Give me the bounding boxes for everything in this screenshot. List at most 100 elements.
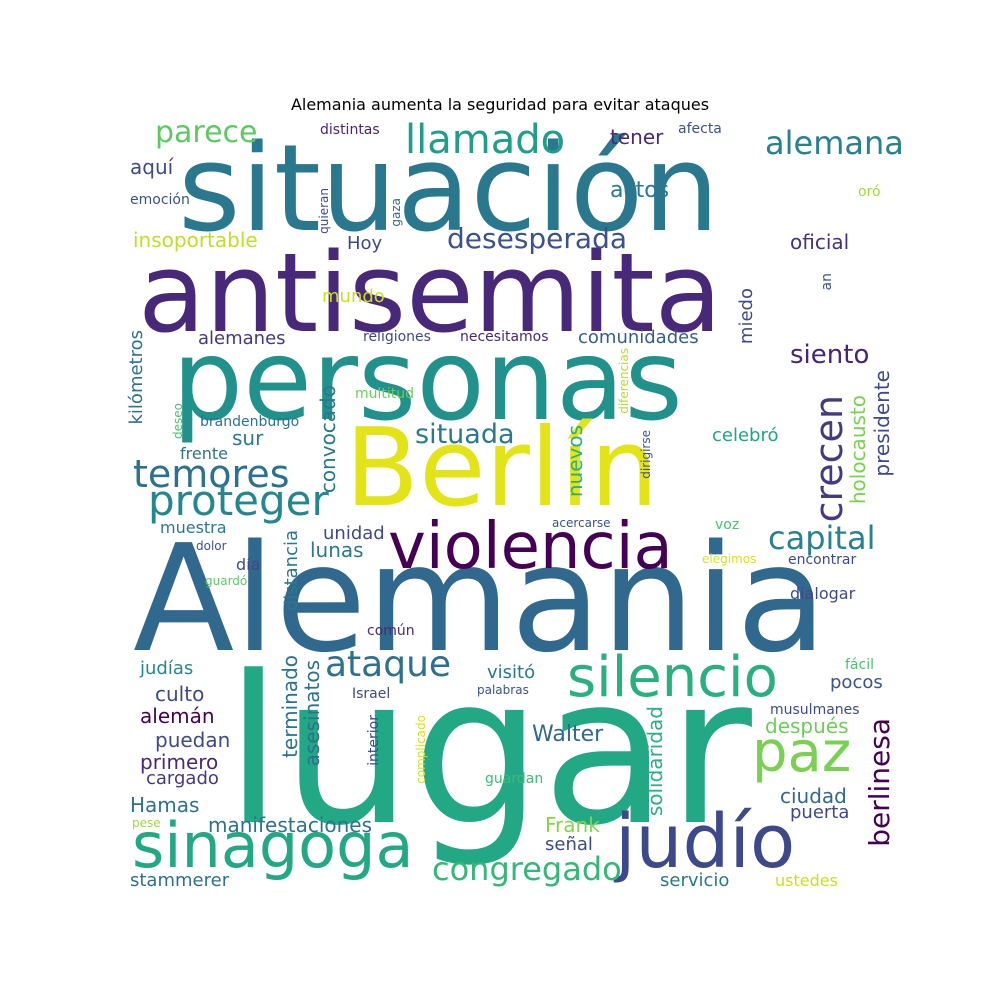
word-ciudad: ciudad — [780, 784, 847, 808]
word-lunas: lunas — [310, 538, 364, 562]
word-encontrar: encontrar — [788, 552, 857, 568]
word-celebro: celebró — [712, 425, 779, 446]
word-asesinatos: asesinatos — [300, 660, 324, 767]
word-congregado: congregado — [432, 850, 622, 888]
word-temores: temores — [133, 452, 290, 496]
word-situada: situada — [415, 419, 515, 450]
word-culto: culto — [155, 682, 205, 706]
word-alemana: alemana — [765, 124, 904, 162]
word-hoy: Hoy — [347, 233, 383, 254]
word-muestra: muestra — [160, 518, 227, 537]
word-deseo: deseo — [171, 403, 185, 439]
word-cargado: cargado — [146, 768, 219, 789]
word-antisemita: antisemita — [138, 229, 723, 357]
word-frank: Frank — [545, 813, 600, 837]
word-puedan: puedan — [155, 728, 231, 752]
word-pese: pese — [132, 816, 161, 830]
word-alemania: Alemania — [133, 513, 827, 685]
word-violencia: violencia — [388, 510, 673, 584]
word-comunidades: comunidades — [578, 327, 699, 348]
word-aleman: alemán — [140, 704, 215, 728]
word-palabras: palabras — [477, 683, 529, 697]
word-cloud-title: Alemania aumenta la seguridad para evita… — [290, 95, 710, 114]
word-ataque: ataque — [325, 644, 452, 685]
word-facil: fácil — [845, 657, 874, 673]
word-pocos: pocos — [830, 672, 883, 693]
word-paz: paz — [752, 720, 852, 785]
word-insoportable: insoportable — [133, 228, 258, 252]
word-dolor: dolor — [196, 539, 227, 553]
word-nuevos: nuevos — [563, 425, 587, 498]
word-guardan: guardan — [485, 771, 544, 787]
word-judias: judías — [140, 658, 194, 679]
word-crecen: crecen — [807, 395, 851, 523]
word-brandenburgo: brandenburgo — [200, 414, 300, 430]
word-stammerer: stammerer — [130, 870, 230, 891]
word-proteger: proteger — [148, 476, 329, 525]
word-mundo: mundo — [322, 286, 385, 307]
word-personas: personas — [172, 316, 683, 446]
word-presidente: presidente — [870, 370, 894, 477]
word-religiones: religiones — [363, 329, 431, 345]
word-servicio: servicio — [660, 870, 730, 891]
word-dia: día — [236, 555, 261, 574]
word-necesitamos: necesitamos — [460, 329, 549, 345]
word-solidaridad: solidaridad — [643, 706, 667, 817]
word-dialogar: dialogar — [790, 584, 856, 603]
word-complicado: complicado — [414, 715, 428, 784]
word-capital: capital — [768, 519, 876, 557]
word-interior: interior — [366, 715, 382, 766]
word-desesperada: desesperada — [447, 222, 628, 255]
word-quieran: quieran — [317, 188, 331, 234]
word-hamas: Hamas — [130, 793, 200, 817]
word-actos: actos — [610, 178, 670, 203]
word-diferencias: diferencias — [617, 348, 631, 414]
word-siento: siento — [790, 340, 870, 370]
word-elegimos: elegimos — [702, 552, 757, 566]
word-puerta: puerta — [790, 802, 850, 823]
word-tener: tener — [610, 125, 664, 149]
word-unidad: unidad — [323, 523, 385, 544]
word-primero: primero — [140, 750, 219, 774]
word-distancia: distancia — [281, 530, 302, 612]
word-voz: voz — [715, 517, 740, 533]
word-visito: visitó — [487, 662, 536, 683]
word-manifestaciones: manifestaciones — [208, 813, 373, 837]
word-judio: judío — [615, 799, 796, 885]
word-distintas: distintas — [320, 122, 380, 138]
word-oficial: oficial — [790, 230, 850, 254]
word-dirigirse: dirigirse — [639, 430, 653, 479]
word-senal: señal — [545, 834, 593, 855]
word-convocado: convocado — [316, 385, 340, 494]
word-silencio: silencio — [567, 645, 778, 710]
word-afecta: afecta — [678, 121, 722, 137]
word-oro: oró — [858, 184, 881, 200]
word-despues: después — [765, 714, 849, 738]
word-berlinesa: berlinesa — [863, 718, 896, 847]
word-musulmanes: musulmanes — [770, 702, 860, 718]
word-sinagoga: sinagoga — [132, 809, 414, 882]
word-kilometros: kilómetros — [126, 330, 147, 425]
word-emocion: emoción — [130, 192, 190, 208]
word-guardo: guardó — [205, 574, 248, 588]
word-situacion: situación — [178, 120, 720, 259]
word-frente: frente — [180, 444, 228, 463]
word-ustedes: ustedes — [775, 871, 838, 890]
word-miedo: miedo — [736, 288, 757, 345]
word-parece: parece — [155, 115, 258, 150]
word-sur: sur — [232, 426, 264, 450]
word-alemanes: alemanes — [198, 328, 286, 349]
word-gaza: gaza — [389, 198, 403, 227]
word-holocausto: holocausto — [846, 395, 870, 505]
word-israel: Israel — [352, 686, 391, 702]
word-aqui: aquí — [130, 155, 174, 179]
word-acercarse: acercarse — [552, 516, 611, 530]
word-lugar: lugar — [225, 633, 752, 871]
word-comun: común — [367, 623, 415, 639]
word-berlin: Berlín — [345, 406, 659, 531]
word-llamado: llamado — [405, 117, 566, 163]
word-multitud: multitud — [355, 386, 415, 402]
word-an: an — [819, 273, 835, 291]
word-terminado: terminado — [278, 655, 302, 758]
